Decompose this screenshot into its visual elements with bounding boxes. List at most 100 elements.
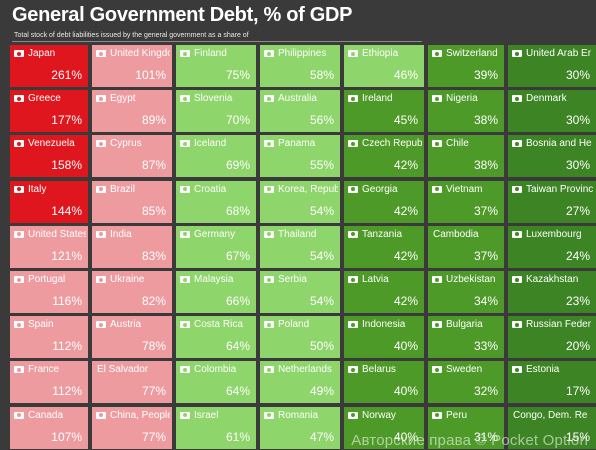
debt-value: 87%	[142, 158, 166, 172]
flag-icon	[14, 140, 24, 147]
flag-icon	[432, 412, 442, 419]
country-name: Iceland	[194, 138, 254, 149]
country-name: Egypt	[110, 93, 170, 104]
country-tile: Ukraine 82%	[92, 271, 172, 313]
debt-value: 55%	[310, 158, 334, 172]
country-tile: Costa Rica 64%	[176, 316, 256, 358]
debt-value: 40%	[394, 339, 418, 353]
country-tile: Luxembourg 24%	[508, 226, 596, 268]
debt-value: 30%	[566, 158, 590, 172]
debt-value: 112%	[52, 339, 82, 353]
country-tile: Tanzania 42%	[344, 226, 424, 268]
country-tile: Russian Feder 20%	[508, 316, 596, 358]
country-name: Greece	[28, 93, 86, 104]
flag-icon	[180, 412, 190, 419]
country-name: Ethiopia	[362, 48, 422, 59]
country-name: Congo, Dem. Re	[513, 410, 594, 421]
flag-icon	[432, 95, 442, 102]
flag-icon	[348, 366, 358, 373]
country-name: Norway	[362, 410, 422, 421]
flag-icon	[264, 321, 274, 328]
flag-icon	[264, 276, 274, 283]
debt-value: 177%	[51, 113, 82, 127]
country-tile: Malaysia 66%	[176, 271, 256, 313]
country-tile: Cyprus 87%	[92, 135, 172, 177]
country-name: Croatia	[194, 184, 254, 195]
debt-value: 68%	[226, 204, 250, 218]
debt-value: 78%	[142, 339, 166, 353]
flag-icon	[180, 95, 190, 102]
debt-value: 75%	[226, 68, 250, 82]
country-name: Australia	[278, 93, 338, 104]
country-name: Malaysia	[194, 274, 254, 285]
country-name: Estonia	[526, 364, 594, 375]
flag-icon	[180, 186, 190, 193]
debt-value: 24%	[566, 249, 590, 263]
country-name: Serbia	[278, 274, 338, 285]
debt-value: 116%	[52, 294, 82, 308]
country-name: Vietnam	[446, 184, 502, 195]
flag-icon	[14, 95, 24, 102]
country-name: Indonesia	[362, 319, 422, 330]
flag-icon	[512, 140, 522, 147]
flag-icon	[96, 95, 106, 102]
country-name: Philippines	[278, 48, 338, 59]
country-name: Brazil	[110, 184, 170, 195]
flag-icon	[264, 366, 274, 373]
debt-value: 64%	[226, 384, 250, 398]
country-name: Luxembourg	[526, 229, 594, 240]
flag-icon	[512, 276, 522, 283]
country-tile: Uzbekistan 34%	[428, 271, 504, 313]
debt-value: 37%	[474, 249, 498, 263]
flag-icon	[432, 140, 442, 147]
country-tile: Australia 56%	[260, 90, 340, 132]
country-name: Taiwan Provinc	[526, 184, 594, 195]
debt-value: 112%	[52, 384, 82, 398]
country-name: Tanzania	[362, 229, 422, 240]
country-name: Austria	[110, 319, 170, 330]
debt-value: 42%	[394, 158, 418, 172]
debt-value: 77%	[142, 384, 166, 398]
country-name: France	[28, 364, 86, 375]
debt-value: 261%	[51, 68, 82, 82]
country-tile: France 112%	[10, 361, 88, 403]
country-tile: Finland 75%	[176, 45, 256, 87]
country-tile: Kazakhstan 23%	[508, 271, 596, 313]
flag-icon	[432, 276, 442, 283]
debt-value: 42%	[394, 294, 418, 308]
country-name: United States	[28, 229, 86, 240]
country-tile: Sweden 32%	[428, 361, 504, 403]
country-tile: Bosnia and He 30%	[508, 135, 596, 177]
debt-value: 61%	[226, 430, 250, 444]
flag-icon	[264, 50, 274, 57]
flag-icon	[264, 186, 274, 193]
flag-icon	[96, 140, 106, 147]
country-tile: China, People' 77%	[92, 407, 172, 449]
debt-value: 54%	[310, 294, 334, 308]
debt-value: 101%	[135, 68, 166, 82]
country-tile: Romania 47%	[260, 407, 340, 449]
country-name: El Salvador	[97, 364, 170, 375]
country-name: China, People'	[110, 410, 170, 421]
debt-value: 69%	[226, 158, 250, 172]
country-tile: Switzerland 39%	[428, 45, 504, 87]
flag-icon	[512, 95, 522, 102]
debt-value: 23%	[566, 294, 590, 308]
flag-icon	[348, 276, 358, 283]
flag-icon	[432, 321, 442, 328]
debt-value: 56%	[310, 113, 334, 127]
flag-icon	[512, 50, 522, 57]
country-tile: Spain 112%	[10, 316, 88, 358]
flag-icon	[180, 321, 190, 328]
country-name: Poland	[278, 319, 338, 330]
country-name: United Arab Er	[526, 48, 594, 59]
country-name: Ukraine	[110, 274, 170, 285]
debt-value: 38%	[474, 158, 498, 172]
country-name: Sweden	[446, 364, 502, 375]
country-tile: Vietnam 37%	[428, 181, 504, 223]
debt-value: 67%	[226, 249, 250, 263]
country-name: Georgia	[362, 184, 422, 195]
flag-icon	[348, 50, 358, 57]
country-name: Thailand	[278, 229, 338, 240]
